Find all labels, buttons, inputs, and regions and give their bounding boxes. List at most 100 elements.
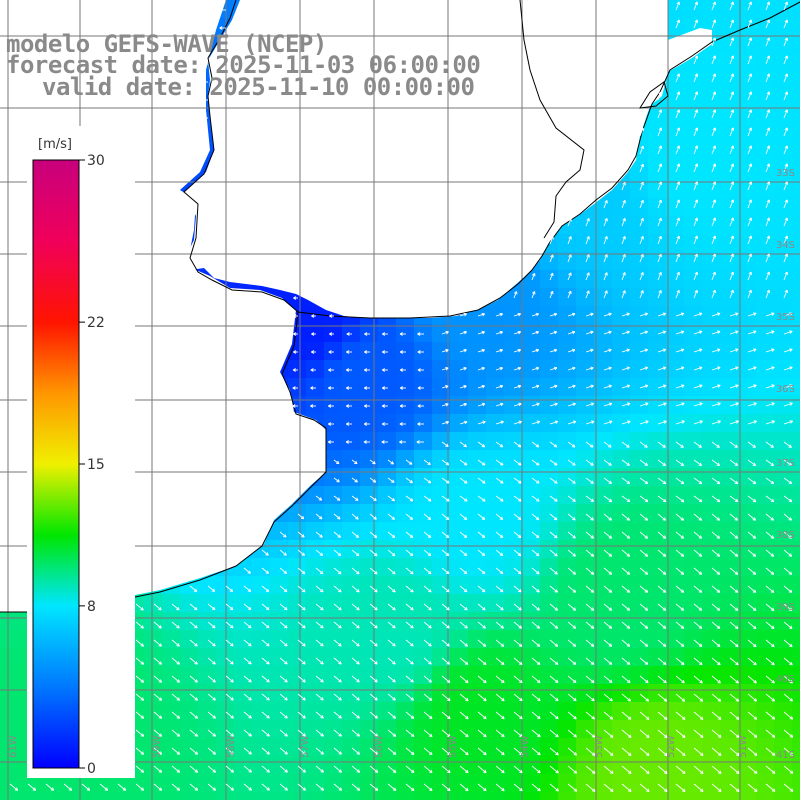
wind-arrow bbox=[567, 657, 577, 665]
wind-arrow bbox=[513, 531, 522, 539]
wind-arrow bbox=[621, 711, 632, 720]
wind-arrow bbox=[441, 549, 450, 557]
wind-arrow bbox=[603, 513, 612, 521]
wind-arrow bbox=[495, 348, 503, 353]
wind-arrow bbox=[549, 495, 558, 502]
wind-arrow bbox=[297, 729, 306, 737]
wind-arrow bbox=[369, 783, 379, 791]
wind-arrow bbox=[171, 729, 181, 737]
wind-arrow bbox=[711, 639, 721, 648]
wind-arrow bbox=[279, 711, 288, 719]
wind-arrow bbox=[279, 765, 288, 773]
wind-arrow bbox=[363, 386, 370, 390]
wind-arrow bbox=[315, 603, 324, 611]
wind-arrow bbox=[417, 368, 424, 372]
wind-arrow bbox=[405, 477, 413, 484]
wind-arrow bbox=[747, 783, 758, 792]
wind-arrow bbox=[477, 459, 486, 466]
wind-arrow bbox=[729, 253, 734, 263]
wind-arrow bbox=[693, 531, 703, 539]
wind-arrow bbox=[585, 567, 595, 575]
wind-arrow bbox=[675, 675, 685, 684]
wind-arrow bbox=[711, 783, 722, 792]
wind-arrow bbox=[765, 783, 776, 792]
wind-arrow bbox=[549, 312, 558, 317]
wind-arrow bbox=[351, 585, 360, 593]
wind-arrow bbox=[333, 567, 342, 575]
wind-arrow bbox=[328, 386, 334, 390]
wind-arrow bbox=[369, 549, 378, 557]
wind-arrow bbox=[765, 253, 770, 263]
wind-arrow bbox=[711, 747, 722, 756]
wind-arrow bbox=[405, 585, 414, 593]
wind-arrow bbox=[225, 585, 234, 593]
wind-arrow bbox=[639, 235, 644, 245]
wind-arrow bbox=[279, 603, 288, 611]
wind-arrow bbox=[531, 531, 540, 539]
wind-arrow bbox=[243, 657, 252, 665]
wind-arrow bbox=[657, 91, 663, 101]
wind-arrow bbox=[693, 330, 703, 335]
wind-arrow bbox=[513, 711, 523, 720]
wind-arrow bbox=[783, 330, 793, 335]
wind-arrow bbox=[135, 783, 145, 791]
wind-arrow bbox=[639, 531, 649, 539]
wind-arrow bbox=[657, 729, 668, 738]
wind-arrow bbox=[549, 441, 558, 448]
lat-label: 36S bbox=[776, 384, 795, 395]
wind-arrow bbox=[639, 675, 649, 684]
wind-arrow bbox=[513, 330, 521, 335]
wind-arrow bbox=[657, 271, 662, 281]
wind-arrow bbox=[81, 783, 91, 791]
wind-arrow bbox=[363, 422, 370, 426]
wind-arrow bbox=[765, 55, 771, 65]
wind-arrow bbox=[603, 236, 608, 245]
wind-arrow bbox=[675, 549, 685, 557]
wind-arrow bbox=[171, 693, 181, 701]
wind-arrow bbox=[675, 603, 685, 611]
wind-arrow bbox=[657, 348, 667, 353]
wind-arrow bbox=[513, 729, 523, 738]
wind-arrow bbox=[585, 272, 590, 281]
wind-arrow bbox=[225, 621, 234, 629]
wind-arrow bbox=[747, 199, 753, 209]
wind-arrow bbox=[711, 366, 721, 371]
wind-arrow bbox=[693, 312, 703, 317]
wind-arrow bbox=[747, 253, 752, 263]
wind-arrow bbox=[531, 384, 540, 389]
wind-arrow bbox=[387, 693, 396, 701]
wind-arrow bbox=[351, 567, 360, 575]
wind-arrow bbox=[783, 181, 789, 191]
wind-arrow bbox=[171, 621, 180, 629]
wind-arrow bbox=[657, 420, 667, 425]
wind-arrow bbox=[459, 477, 468, 484]
wind-arrow bbox=[423, 477, 432, 484]
lon-label: 54W bbox=[520, 735, 531, 758]
wind-arrow bbox=[621, 420, 631, 425]
wind-arrow bbox=[279, 621, 288, 629]
wind-arrow bbox=[381, 368, 388, 372]
wind-arrow bbox=[477, 330, 485, 335]
wind-arrow bbox=[567, 549, 576, 557]
wind-arrow bbox=[729, 441, 738, 448]
wind-arrow bbox=[513, 567, 522, 575]
wind-arrow bbox=[621, 366, 630, 371]
wind-arrow bbox=[27, 783, 37, 791]
wind-arrow bbox=[603, 254, 608, 263]
wind-arrow bbox=[693, 420, 703, 425]
wind-arrow bbox=[729, 127, 735, 137]
wind-arrow bbox=[765, 693, 776, 702]
wind-arrow bbox=[621, 312, 630, 317]
wind-arrow bbox=[459, 495, 468, 502]
wind-arrow bbox=[585, 549, 595, 557]
wind-arrow bbox=[279, 783, 288, 791]
wind-arrow bbox=[369, 459, 376, 465]
wind-arrow bbox=[243, 729, 252, 737]
wind-arrow bbox=[351, 657, 360, 665]
wind-arrow bbox=[603, 657, 613, 665]
wind-arrow bbox=[657, 603, 667, 611]
wind-arrow bbox=[531, 567, 540, 575]
wind-arrow bbox=[387, 657, 396, 665]
wind-arrow bbox=[675, 711, 686, 720]
wind-arrow bbox=[364, 350, 370, 354]
